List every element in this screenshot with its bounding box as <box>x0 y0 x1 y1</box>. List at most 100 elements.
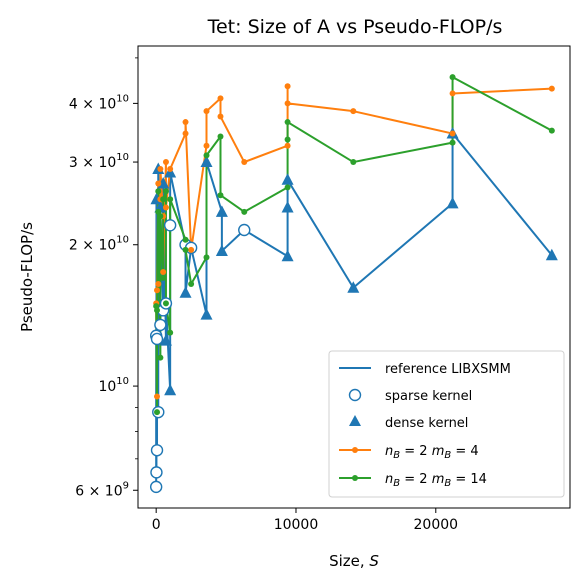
series-point-m14-26 <box>449 74 456 81</box>
legend-marker-m14-dot <box>352 475 358 481</box>
sparse-kernel-point-5 <box>150 332 164 346</box>
series-point-m4-1 <box>154 393 161 400</box>
series-point-m4-10 <box>162 204 169 211</box>
legend-label-sparse: sparse kernel <box>385 389 472 404</box>
series-point-m14-27 <box>548 127 555 134</box>
dense-kernel-point-18 <box>179 286 192 298</box>
series-point-m4-4 <box>155 280 162 287</box>
dense-kernel-point-22 <box>215 205 228 217</box>
legend-box <box>328 350 565 498</box>
series-point-m4-20 <box>284 142 291 149</box>
dense-kernel-point-31 <box>545 248 558 261</box>
legend-marker-dense <box>349 415 361 426</box>
plot-area <box>149 74 558 494</box>
sparse-kernel-point-2 <box>150 466 163 479</box>
series-point-m4-13 <box>182 119 189 126</box>
legend-label-m4: nB = 2 mB = 4 <box>385 444 479 461</box>
series-point-m14-2 <box>154 307 161 314</box>
legend-label-m14: nB = 2 mB = 14 <box>385 472 487 489</box>
x-tick-label-2: 20000 <box>414 517 459 533</box>
dense-kernel-point-21 <box>200 155 213 168</box>
dense-kernel-point-14 <box>164 383 177 396</box>
series-point-m4-2 <box>154 287 161 294</box>
dense-kernel-point-29 <box>446 196 459 209</box>
x-tick-label-0: 0 <box>152 517 161 533</box>
y-tick-label-1: 1010 <box>98 376 129 395</box>
series-point-m14-9 <box>162 188 169 195</box>
series-point-m4-12 <box>182 130 189 137</box>
series-line-m4 <box>155 85 552 398</box>
x-axis: 0 10000 20000 <box>152 508 458 533</box>
dense-kernel-point-23 <box>215 244 228 256</box>
series-point-m14-20 <box>241 208 248 215</box>
series-point-m4-8 <box>160 268 167 275</box>
x-axis-label-text: Size, <box>329 552 369 570</box>
y-tick-label-4: 4 × 1010 <box>69 93 129 112</box>
series-point-m14-5 <box>157 354 164 361</box>
series-point-m4-26 <box>548 85 555 92</box>
sparse-kernel-point-24 <box>238 223 251 237</box>
x-axis-label: Size, S <box>329 552 379 570</box>
series-point-m14-14 <box>182 246 189 253</box>
dense-kernel-point-25 <box>281 249 294 262</box>
series-point-m14-18 <box>217 133 224 140</box>
series-point-m4-23 <box>350 108 357 115</box>
series-point-m4-22 <box>284 100 291 107</box>
sparse-kernel-point-0 <box>149 480 163 494</box>
series-point-m4-25 <box>449 90 456 97</box>
dense-kernel-point-27 <box>281 173 294 185</box>
dense-kernel-point-28 <box>347 281 360 293</box>
series-point-m14-19 <box>217 192 224 199</box>
series-point-m14-10 <box>162 300 169 307</box>
legend-label-dense: dense kernel <box>385 416 468 431</box>
series-point-m4-18 <box>217 113 224 120</box>
series-point-m14-7 <box>160 274 167 281</box>
series-point-m14-12 <box>167 196 174 203</box>
y-axis-label: Pseudo-FLOP/s <box>18 222 36 332</box>
series-point-m4-11 <box>167 165 174 172</box>
sparse-kernel-point-15 <box>163 219 177 232</box>
series-point-m4-3 <box>155 180 162 187</box>
y-axis: 6 × 109 1010 2 × 1010 3 × 1010 4 × 1010 <box>69 57 138 499</box>
series-point-m4-9 <box>162 159 169 166</box>
x-axis-label-var: S <box>369 552 379 570</box>
y-tick-label-3: 3 × 1010 <box>69 152 129 171</box>
axes-frame <box>137 45 571 509</box>
y-tick-label-0: 6 × 109 <box>75 480 129 499</box>
series-point-m14-25 <box>449 139 456 146</box>
dense-kernel-point-20 <box>200 308 213 320</box>
series-point-m4-14 <box>188 246 195 253</box>
series-point-m4-19 <box>241 159 248 166</box>
series-point-m4-16 <box>203 108 210 115</box>
chart-title: Tet: Size of A vs Pseudo-FLOP/s <box>207 16 503 38</box>
dense-kernel-point-12 <box>159 334 172 346</box>
series-point-m14-6 <box>157 213 164 220</box>
series-point-m4-15 <box>203 142 210 149</box>
series-point-m14-3 <box>155 188 162 195</box>
dense-kernel-point-26 <box>281 201 294 213</box>
series-point-m14-21 <box>284 184 291 191</box>
series-point-m14-17 <box>203 152 210 159</box>
legend-label-ref: reference LIBXSMM <box>385 362 511 377</box>
series-point-m14-22 <box>284 136 291 143</box>
series-point-m4-24 <box>449 130 456 137</box>
series-point-m4-21 <box>284 83 291 90</box>
series-point-m14-13 <box>182 236 189 243</box>
x-tick-label-1: 10000 <box>274 517 319 533</box>
series-point-m14-23 <box>284 119 291 126</box>
series-point-m14-24 <box>350 159 357 166</box>
series-point-m14-16 <box>203 254 210 261</box>
series-point-m4-17 <box>217 95 224 102</box>
series-point-m14-15 <box>188 280 195 287</box>
series-point-m14-8 <box>160 196 167 203</box>
sparse-kernel-point-4 <box>150 444 164 457</box>
sparse-kernel-point-8 <box>154 318 167 332</box>
series-point-m4-6 <box>157 165 164 172</box>
legend-marker-m4-dot <box>352 447 358 453</box>
series-point-m14-11 <box>167 329 174 336</box>
y-tick-label-2: 2 × 1010 <box>69 235 129 254</box>
legend-marker-sparse <box>348 388 362 402</box>
series-point-m14-1 <box>154 409 161 416</box>
legend: reference LIBXSMM sparse kernel dense ke… <box>328 350 565 498</box>
